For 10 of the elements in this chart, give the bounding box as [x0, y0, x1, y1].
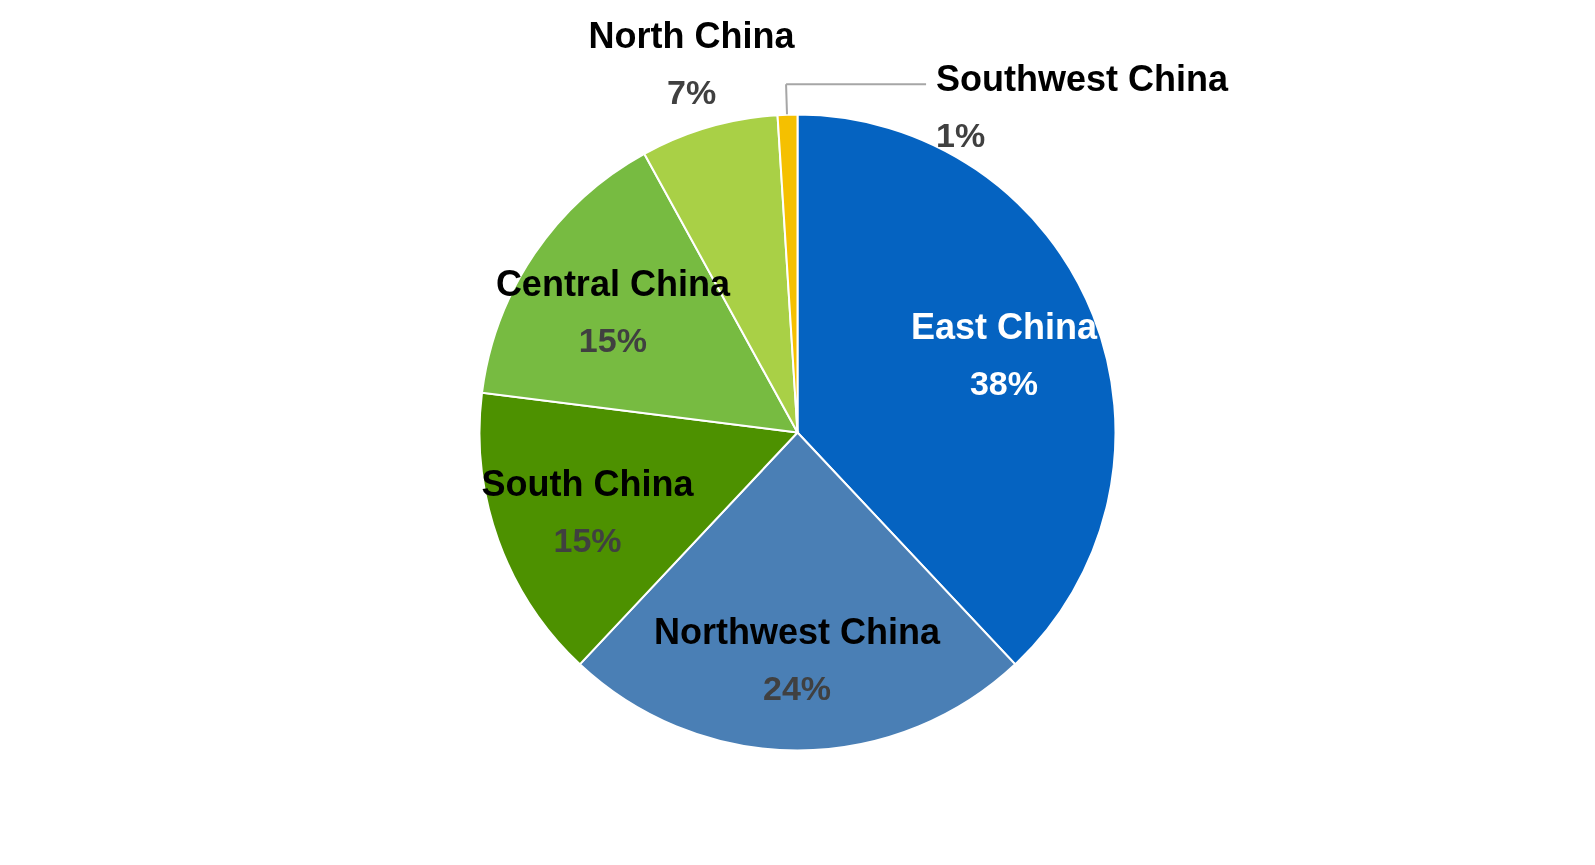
slice-label: East China: [910, 306, 1098, 348]
data-label: 15%: [553, 521, 622, 560]
slice-label: Southwest China: [936, 58, 1230, 100]
data-label: 38%: [969, 364, 1038, 403]
data-label: 1%: [936, 116, 986, 155]
data-label: 7%: [666, 73, 717, 112]
data-label: 24%: [762, 668, 832, 707]
slice-label: Northwest China: [653, 610, 941, 652]
slice-label: North China: [588, 15, 796, 57]
data-label: 15%: [578, 320, 647, 359]
